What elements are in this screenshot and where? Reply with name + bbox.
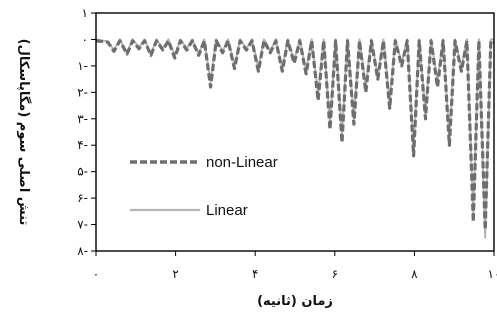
y-tick-label: ۵- bbox=[77, 165, 88, 179]
legend-label-linear: Linear bbox=[206, 202, 248, 219]
y-axis-ticks: ۱ ۰ ۱- ۲- ۳- ۴- ۵- ۶- ۷- ۸- bbox=[77, 6, 96, 258]
series-line-non-linear bbox=[95, 39, 495, 232]
x-tick-label: ۱۰ bbox=[488, 267, 497, 281]
y-tick-label: ۲- bbox=[77, 85, 88, 99]
y-tick-label: ۱- bbox=[77, 59, 88, 73]
y-tick-label: ۸- bbox=[77, 244, 88, 258]
legend-label-non-linear: non-Linear bbox=[206, 154, 278, 171]
x-tick-label: ۸ bbox=[411, 267, 418, 281]
x-tick-label: ۰ bbox=[93, 267, 99, 281]
y-tick-label: ۶- bbox=[77, 191, 88, 205]
x-axis-ticks: ۰ ۲ ۴ ۶ ۸ ۱۰ bbox=[93, 251, 497, 281]
legend: non-Linear Linear bbox=[130, 154, 278, 219]
series-layer bbox=[95, 38, 495, 239]
x-tick-label: ۲ bbox=[172, 267, 178, 281]
y-tick-label: ۴- bbox=[77, 138, 88, 152]
x-axis-title: زمان (ثانیه) bbox=[257, 294, 333, 309]
y-tick-label: ۳- bbox=[77, 112, 88, 126]
plot-area-frame bbox=[95, 12, 495, 252]
y-tick-label: ۷- bbox=[77, 218, 88, 232]
x-tick-label: ۶ bbox=[332, 267, 338, 281]
x-tick-label: ۴ bbox=[252, 267, 258, 281]
y-axis-title: تنش اصلی سوم (مگاپاسکال) bbox=[16, 39, 32, 226]
y-tick-label: ۰ bbox=[82, 32, 88, 46]
y-tick-label: ۱ bbox=[82, 6, 88, 20]
